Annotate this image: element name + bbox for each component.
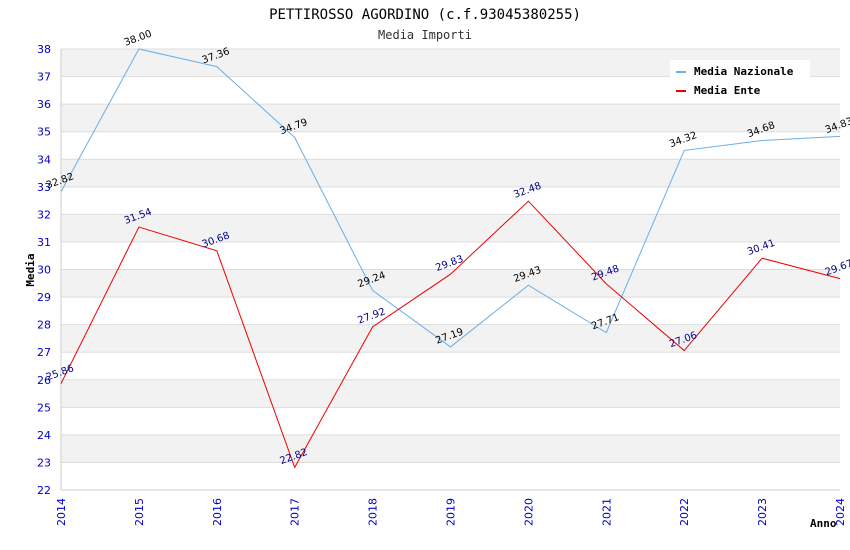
x-tick-label: 2020 (522, 498, 535, 526)
y-tick-label: 36 (37, 98, 51, 111)
series-line-media-nazionale (60, 48, 841, 348)
x-tick-label: 2019 (445, 498, 458, 526)
series-line-media-ente (60, 200, 841, 469)
y-tick-label: 22 (37, 484, 51, 497)
x-tick-label: 2017 (289, 498, 302, 526)
grid-band (61, 159, 840, 187)
legend-label-media-nazionale: Media Nazionale (694, 65, 794, 78)
x-tick-label: 2018 (367, 498, 380, 526)
grid-band (61, 352, 840, 380)
grid-band (61, 379, 840, 408)
y-tick-label: 28 (37, 319, 51, 332)
y-tick-label: 38 (37, 43, 51, 56)
x-tick-label: 2024 (834, 498, 847, 526)
y-tick-label: 37 (37, 71, 51, 84)
grid-band (61, 214, 840, 242)
y-tick-label: 34 (37, 153, 51, 166)
y-tick-label: 24 (37, 429, 51, 442)
grid-band (61, 434, 840, 463)
grid-band (61, 324, 840, 353)
y-tick-label: 29 (37, 291, 51, 304)
grid-band (61, 407, 840, 435)
legend-label-media-ente: Media Ente (694, 84, 761, 97)
data-label: 38.00 (123, 29, 154, 49)
x-axis-label: Anno (810, 517, 837, 530)
y-tick-label: 26 (37, 374, 51, 387)
grid-bands (61, 49, 840, 490)
legend: Media Nazionale Media Ente (670, 60, 810, 102)
x-tick-label: 2016 (211, 498, 224, 526)
y-axis-label: Media (24, 253, 37, 286)
y-tick-label: 31 (37, 236, 51, 249)
y-tick-label: 30 (37, 264, 51, 277)
x-tick-label: 2021 (600, 498, 613, 526)
series-lines (60, 48, 841, 469)
grid-band (61, 462, 840, 490)
y-tick-label: 27 (37, 346, 51, 359)
grid-band (61, 297, 840, 325)
grid-lines (61, 48, 840, 491)
grid-band (61, 241, 840, 270)
y-tick-labels: 22 23 24 25 26 27 28 29 30 31 32 33 34 35 36 37 38 (37, 43, 51, 497)
x-tick-label: 2015 (133, 498, 146, 526)
y-tick-label: 35 (37, 126, 51, 139)
y-tick-label: 23 (37, 456, 51, 469)
y-tick-label: 25 (37, 401, 51, 414)
grid-band (61, 104, 840, 132)
chart-subtitle: Media Importi (378, 28, 472, 42)
x-tick-labels: 2014 2015 2016 2017 2018 2019 2020 2021 2022 2023… (55, 498, 847, 526)
y-tick-label: 33 (37, 181, 51, 194)
x-tick-label: 2014 (55, 498, 68, 526)
legend-box (670, 60, 810, 102)
y-tick-label: 32 (37, 208, 51, 221)
grid-band (61, 131, 840, 160)
x-tick-label: 2022 (678, 498, 691, 526)
chart-title: PETTIROSSO AGORDINO (c.f.93045380255) (269, 7, 581, 23)
x-tick-label: 2023 (756, 498, 769, 526)
grid-band (61, 186, 840, 215)
